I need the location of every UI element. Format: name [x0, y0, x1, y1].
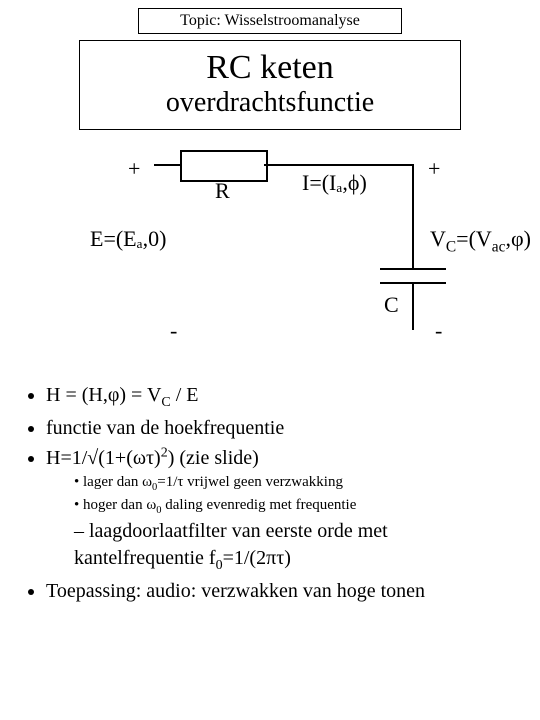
bullet-list: H = (H,φ) = VC / E functie van de hoekfr… — [18, 382, 522, 605]
topic-box: Topic: Wisselstroomanalyse — [138, 8, 402, 34]
current-label: I=(Iₐ,ϕ) — [302, 170, 367, 196]
minus-right: - — [435, 318, 442, 344]
wire-top-left — [154, 164, 180, 166]
bullet-3-text: H=1/√(1+(ωτ)2) (zie slide) — [46, 447, 259, 469]
capacitor-plate-top — [380, 268, 446, 270]
resistor-label: R — [215, 178, 230, 204]
plus-left: + — [128, 156, 140, 182]
wire-right-top — [412, 164, 414, 268]
wire-right-bottom — [412, 282, 414, 330]
bullet-3-sublist: lager dan ω0=1/τ vrijwel geen verzwakkin… — [46, 472, 522, 518]
title-line1: RC keten — [80, 49, 460, 87]
vc-label: VC=(Vac,φ) — [430, 226, 531, 256]
topic-text: Topic: Wisselstroomanalyse — [180, 12, 360, 29]
bullet-2: functie van de hoekfrequentie — [46, 415, 522, 442]
source-label: E=(Eₐ,0) — [90, 226, 166, 252]
circuit-diagram: + R I=(Iₐ,ϕ) + E=(Eₐ,0) VC=(Vac,φ) C - - — [20, 148, 520, 368]
bullet-3-dashlist: laagdoorlaatfilter van eerste orde met k… — [46, 518, 522, 576]
bullet-3-dash: laagdoorlaatfilter van eerste orde met k… — [74, 518, 522, 576]
minus-left: - — [170, 318, 177, 344]
plus-right: + — [428, 156, 440, 182]
bullet-3-sub1: lager dan ω0=1/τ vrijwel geen verzwakkin… — [74, 472, 522, 495]
bullet-3-sub2: hoger dan ω0 daling evenredig met freque… — [74, 495, 522, 518]
bullet-4: Toepassing: audio: verzwakken van hoge t… — [46, 578, 522, 605]
wire-top-right — [264, 164, 414, 166]
capacitor-label: C — [384, 292, 399, 318]
bullet-1: H = (H,φ) = VC / E — [46, 382, 522, 413]
title-line2: overdrachtsfunctie — [80, 87, 460, 119]
title-box: RC keten overdrachtsfunctie — [79, 40, 461, 130]
bullet-3: H=1/√(1+(ωτ)2) (zie slide) lager dan ω0=… — [46, 444, 522, 576]
